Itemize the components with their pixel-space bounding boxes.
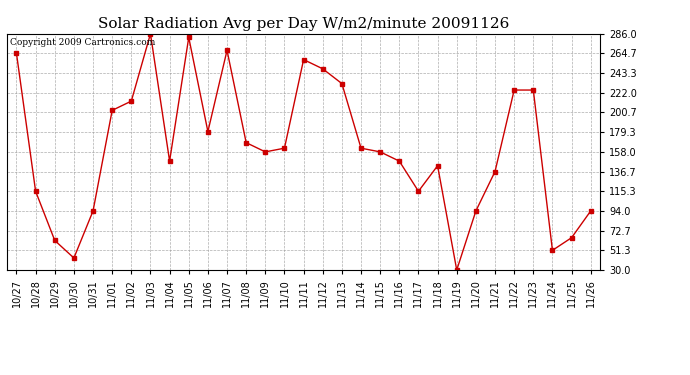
Text: Copyright 2009 Cartronics.com: Copyright 2009 Cartronics.com (10, 39, 155, 48)
Title: Solar Radiation Avg per Day W/m2/minute 20091126: Solar Radiation Avg per Day W/m2/minute … (98, 17, 509, 31)
